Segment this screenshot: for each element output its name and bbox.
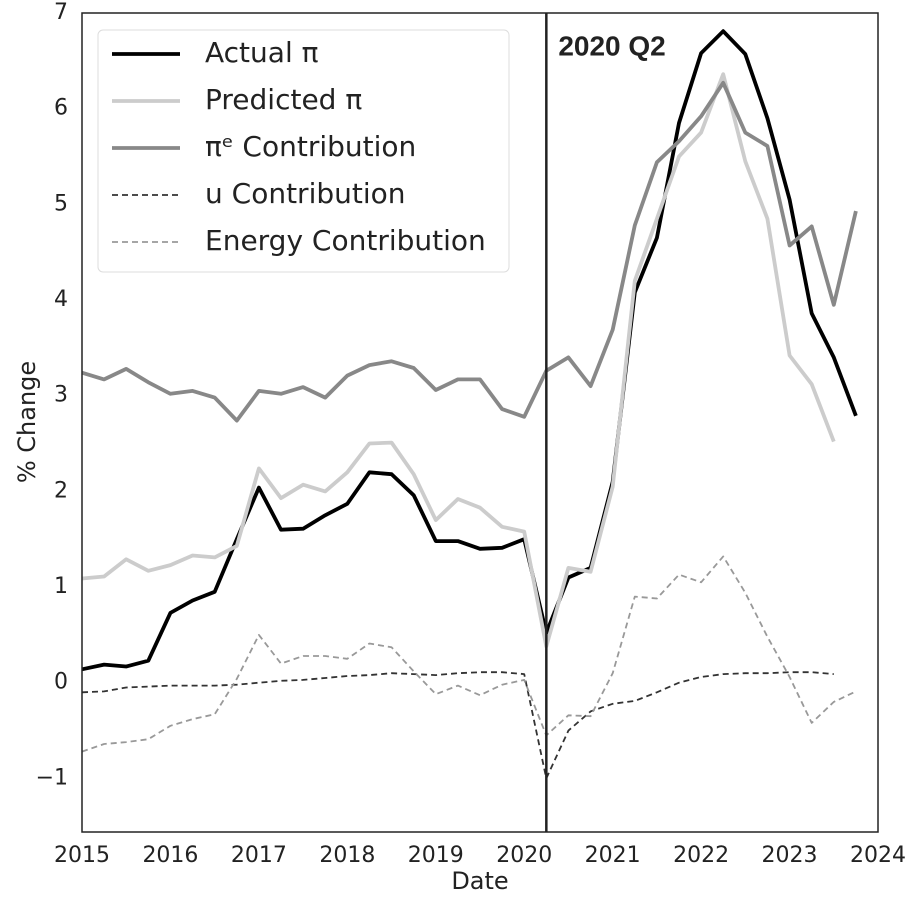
- y-tick-label: 1: [54, 574, 68, 599]
- y-tick-label: 4: [54, 287, 68, 312]
- y-tick-label: 7: [54, 0, 68, 25]
- x-tick-label: 2020: [496, 843, 552, 868]
- series-line: [81, 555, 857, 753]
- x-axis-label: Date: [451, 867, 508, 895]
- y-axis-label: % Change: [13, 361, 41, 483]
- x-tick-label: 2021: [585, 843, 641, 868]
- series-line: [81, 80, 858, 423]
- x-tick-label: 2016: [142, 843, 198, 868]
- legend-box: [97, 29, 510, 273]
- y-tick-label: 0: [54, 670, 68, 695]
- y-tick-label: 5: [54, 191, 68, 216]
- plot-frame: [81, 12, 879, 833]
- annotation: 2020 Q2: [558, 30, 665, 61]
- y-tick-label: −1: [36, 765, 68, 790]
- y-tick-label: 3: [54, 383, 68, 408]
- x-tick-label: 2017: [231, 843, 287, 868]
- x-tick-label: 2022: [673, 843, 729, 868]
- legend-label: u Contribution: [205, 177, 406, 210]
- series-line: [81, 29, 858, 672]
- series-line: [81, 671, 834, 780]
- x-tick-label: 2023: [762, 843, 818, 868]
- x-tick-label: 2019: [408, 843, 464, 868]
- legend-label: Energy Contribution: [205, 224, 486, 257]
- x-tick-label: 2024: [850, 843, 906, 868]
- y-tick-label: 2: [54, 478, 68, 503]
- x-tick-label: 2018: [319, 843, 375, 868]
- legend-label: Predicted π: [205, 83, 362, 116]
- legend-label: Actual π: [205, 36, 319, 69]
- legend-label: πᵉ Contribution: [205, 130, 416, 163]
- series-line: [81, 72, 836, 649]
- x-tick-label: 2015: [54, 843, 110, 868]
- y-tick-label: 6: [54, 96, 68, 121]
